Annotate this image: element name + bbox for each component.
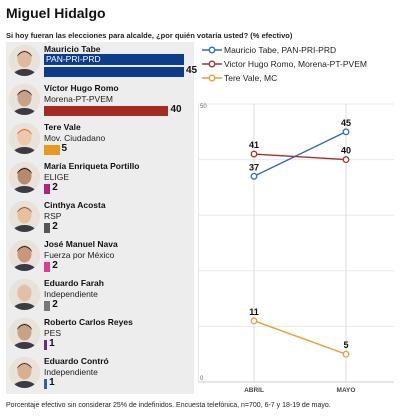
legend-swatch <box>202 46 222 54</box>
legend-item: Victor Hugo Romo, Morena-PT-PVEM <box>200 58 396 70</box>
candidate-name: Eduardo Contró <box>44 356 109 366</box>
candidate-name: Roberto Carlos Reyes <box>44 317 133 327</box>
data-point <box>342 350 350 358</box>
candidate-row: María Enriqueta Portillo ELIGE 2 <box>6 159 194 198</box>
candidate-party: Fuerza por México <box>44 250 115 260</box>
candidate-party: Independiente <box>44 289 98 299</box>
candidate-name: Mauricio Tabe <box>44 44 101 54</box>
candidate-row: Eduardo Farah Independiente 2 <box>6 276 194 315</box>
candidate-bar-value: 5 <box>61 143 68 154</box>
line-chart-legend: Mauricio Tabe, PAN-PRI-PRD Victor Hugo Ro… <box>200 44 396 86</box>
candidate-photo <box>9 240 40 271</box>
candidate-row: Cinthya Acosta RSP 2 <box>6 198 194 237</box>
data-point <box>250 172 258 180</box>
data-label: 11 <box>249 307 259 317</box>
candidate-bar <box>44 184 51 194</box>
data-label: 5 <box>343 340 348 350</box>
candidate-name: Víctor Hugo Romo <box>44 83 119 93</box>
candidate-row: Eduardo Contró Independiente 1 <box>6 354 194 393</box>
candidate-party: Morena-PT-PVEM <box>44 94 113 104</box>
candidate-bar <box>44 67 184 77</box>
candidate-name: Cinthya Acosta <box>44 200 106 210</box>
series-line <box>253 320 347 355</box>
candidate-photo <box>9 162 40 193</box>
candidate-bar-value: 2 <box>52 182 58 193</box>
legend-swatch <box>202 60 222 68</box>
candidate-party: RSP <box>44 211 62 221</box>
legend-label: Victor Hugo Romo, Morena-PT-PVEM <box>224 59 367 69</box>
candidate-photo <box>9 357 40 388</box>
candidate-bar-value: 40 <box>170 104 182 115</box>
candidate-photo <box>9 45 40 76</box>
candidate-row: Mauricio Tabe PAN-PRI-PRD 45 <box>6 42 198 81</box>
legend-item: Tere Vale, MC <box>200 72 396 84</box>
candidate-party: ELIGE <box>44 172 70 182</box>
candidate-bar-panel: Mauricio Tabe PAN-PRI-PRD 45 Víctor Hugo Ro… <box>6 42 198 394</box>
series-line <box>253 153 347 161</box>
candidate-bar <box>44 340 48 350</box>
legend-item: Mauricio Tabe, PAN-PRI-PRD <box>200 44 396 56</box>
candidate-party-box: PAN-PRI-PRD <box>44 54 184 65</box>
data-point <box>342 156 350 164</box>
line-chart: 50 0 ABRIL MAYO 37 45 41 40 11 5 <box>197 100 398 396</box>
candidate-bar-value: 2 <box>52 221 58 232</box>
candidate-bar <box>44 145 60 155</box>
candidate-row: José Manuel Nava Fuerza por México 2 <box>6 237 194 276</box>
line-chart-svg: 50 0 ABRIL MAYO 37 45 41 40 11 5 <box>197 103 394 394</box>
candidate-bar-value: 2 <box>52 260 58 271</box>
candidate-party: Mov. Ciudadano <box>44 133 106 143</box>
candidate-bar-value: 45 <box>186 65 198 76</box>
candidate-bar-value: 1 <box>49 377 55 388</box>
data-label: 40 <box>341 146 351 156</box>
chart-subtitle: Si hoy fueran las elecciones para alcald… <box>6 31 293 40</box>
y-tick-label: 0 <box>200 376 204 382</box>
candidate-bar-value: 2 <box>52 299 58 310</box>
legend-swatch <box>202 74 222 82</box>
candidate-bar <box>44 301 51 311</box>
candidate-name: María Enriqueta Portillo <box>44 161 140 171</box>
data-label: 41 <box>249 140 259 150</box>
candidate-bar <box>44 262 51 272</box>
data-point <box>250 150 258 158</box>
data-label: 45 <box>341 118 351 128</box>
data-label: 37 <box>249 162 259 172</box>
footnote: Porcentaje efectivo sin considerar 25% d… <box>6 402 331 409</box>
candidate-photo <box>9 318 40 349</box>
candidate-photo <box>9 279 40 310</box>
data-point <box>342 128 350 136</box>
candidate-photo <box>9 84 40 115</box>
x-tick-label: ABRIL <box>244 387 264 394</box>
y-tick-label: 50 <box>200 104 207 110</box>
chart-title: Miguel Hidalgo <box>6 5 106 21</box>
candidate-row: Víctor Hugo Romo Morena-PT-PVEM 40 <box>6 81 194 120</box>
legend-label: Mauricio Tabe, PAN-PRI-PRD <box>224 45 337 55</box>
candidate-party: Independiente <box>44 367 98 377</box>
candidate-row: Tere Vale Mov. Ciudadano 5 <box>6 120 194 159</box>
candidate-bar <box>44 379 48 389</box>
candidate-name: José Manuel Nava <box>44 239 118 249</box>
candidate-party: PES <box>44 328 62 338</box>
data-point <box>250 317 258 325</box>
candidate-party: PAN-PRI-PRD <box>46 54 101 64</box>
legend-label: Tere Vale, MC <box>224 73 278 83</box>
candidate-name: Eduardo Farah <box>44 278 104 288</box>
candidate-bar <box>44 106 169 116</box>
candidate-row: Roberto Carlos Reyes PES 1 <box>6 315 194 354</box>
candidate-bar-value: 1 <box>49 338 55 349</box>
candidate-bar <box>44 223 51 233</box>
series-line <box>253 131 347 177</box>
candidate-photo <box>9 201 40 232</box>
candidate-name: Tere Vale <box>44 122 81 132</box>
x-tick-label: MAYO <box>337 387 356 394</box>
candidate-photo <box>9 123 40 154</box>
